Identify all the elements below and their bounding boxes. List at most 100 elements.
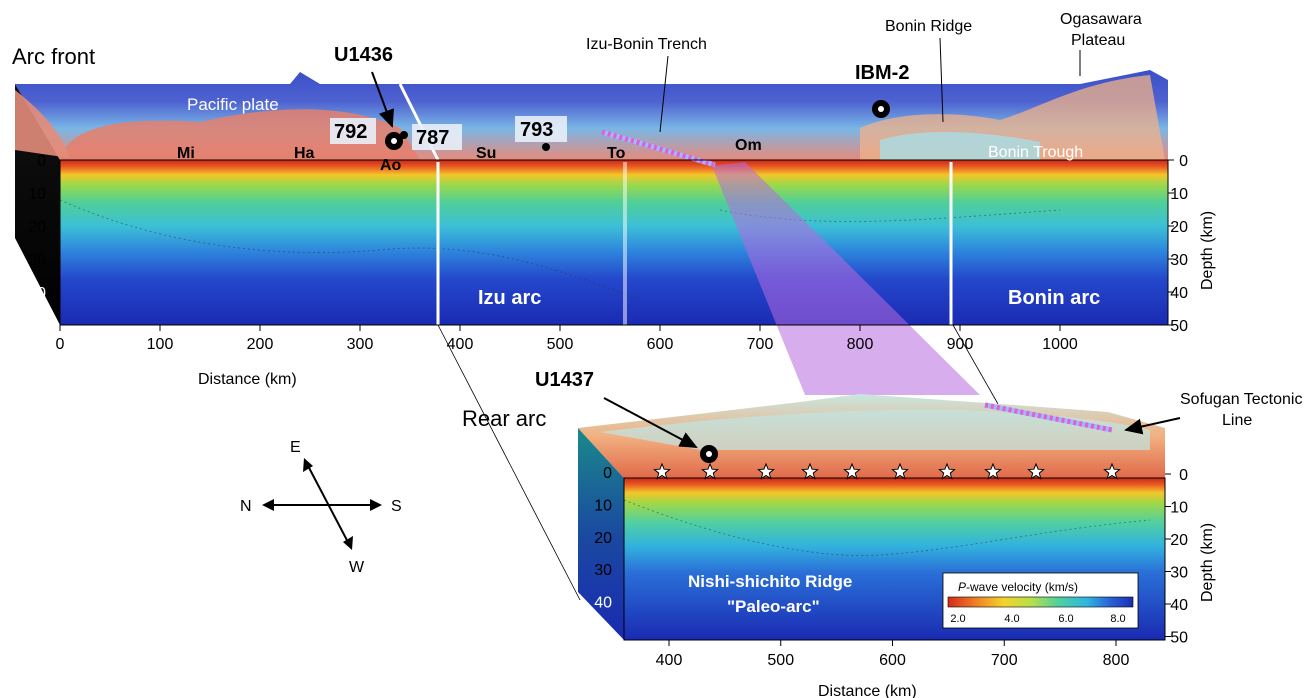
legend-tick-label: 2.0 [950,613,965,625]
paleo-arc-label: "Paleo-arc" [727,597,820,616]
legend-colorbar [947,596,1134,608]
arc-front-label: Arc front [12,44,95,69]
volcano-star [701,462,719,480]
top-distance-axis: 0 100 200 300 400 500 600 700 800 900 1000 [56,324,1078,353]
sofugan-label-1: Sofugan Tectonic [1180,391,1302,408]
compass-east: E [290,439,301,456]
top-depth-axis-left: 0 10 20 30 40 50 [28,153,46,335]
volcano-star [653,462,671,480]
volcano-om: Om [735,137,762,154]
bottom-depth-axis-left: 0 10 20 30 40 50 [594,465,612,644]
volcano-star [801,462,819,480]
top-depth-left-tick: 30 [28,252,46,269]
bottom-depth-right-tick: 0 [1179,467,1188,484]
bonin-arc-label: Bonin arc [1008,287,1100,309]
site-787-label: 787 [416,127,449,149]
volcano-mi: Mi [177,145,195,162]
compass-north: N [240,498,252,515]
top-depth-right-tick: 20 [1170,219,1188,236]
bottom-depth-left-tick: 20 [594,530,612,547]
top-x-tick-label: 900 [947,336,974,353]
top-depth-left-tick: 40 [28,285,46,302]
bottom-x-tick-label: 800 [1103,652,1130,669]
top-depth-right-tick: 50 [1170,318,1188,335]
u1437-arrow [603,397,698,448]
top-depth-left-tick: 20 [28,219,46,236]
ridge-name-label: Nishi-shichito Ridge [688,572,852,591]
top-x-tick-label: 1000 [1042,336,1078,353]
volcano-ha: Ha [294,145,315,162]
slab-projection [712,162,980,395]
bottom-depth-left-tick: 0 [603,465,612,482]
top-depth-right-tick: 10 [1170,186,1188,203]
u1436-arrow [371,71,394,128]
compass-ew-line [305,461,351,547]
top-depth-right-tick: 0 [1179,153,1188,170]
top-depth-left-tick: 10 [28,186,46,203]
volcano-star [984,462,1002,480]
site-u1436-label: U1436 [334,44,393,66]
site-ibm2-label: IBM-2 [855,62,909,84]
bottom-x-tick-label: 400 [656,652,683,669]
compass-south: S [391,498,402,515]
bottom-depth-axis-right: 0 10 20 30 40 50 [1165,467,1188,647]
top-distance-label: Distance (km) [198,371,297,388]
legend-tick-label: 6.0 [1058,613,1073,625]
top-x-tick-label: 0 [56,336,65,353]
compass: N S E W [240,439,402,576]
bottom-x-tick-label: 500 [767,652,794,669]
bottom-depth-right-tick: 30 [1170,565,1188,582]
volcano-star [891,462,909,480]
top-x-tick-label: 600 [647,336,674,353]
izu-arc-label: Izu arc [478,287,541,309]
bottom-x-tick-label: 700 [991,652,1018,669]
top-x-tick-label: 700 [747,336,774,353]
top-panel [15,70,1169,395]
ogasawara-plateau-label-1: Ogasawara [1060,11,1142,28]
top-x-tick-label: 100 [147,336,174,353]
bottom-depth-right-tick: 40 [1170,597,1188,614]
top-x-tick-label: 300 [347,336,374,353]
top-depth-right-tick: 30 [1170,252,1188,269]
pacific-plate-label: Pacific plate [187,95,279,114]
volcano-star [938,462,956,480]
bottom-depth-right-tick: 50 [1170,630,1188,647]
top-x-tick-label: 500 [547,336,574,353]
volcano-stars [653,462,1121,480]
bottom-depth-left-tick: 10 [594,497,612,514]
top-depth-left-tick: 0 [37,153,46,170]
velocity-legend: P-wave velocity (km/s) 2.0 4.0 6.0 8.0 [942,572,1139,629]
compass-west: W [349,559,365,576]
volcano-star [1027,462,1045,480]
top-x-tick-label: 400 [447,336,474,353]
izu-bonin-trench-label: Izu-Bonin Trench [586,36,707,53]
volcano-star [757,462,775,480]
volcano-su: Su [476,145,496,162]
bottom-depth-label: Depth (km) [1199,523,1216,602]
legend-tick-label: 8.0 [1110,613,1125,625]
top-depth-right-tick: 40 [1170,285,1188,302]
site-793-label: 793 [520,119,553,141]
volcano-star [843,462,861,480]
top-velocity-section [60,160,1168,325]
legend-tick-label: 4.0 [1004,613,1019,625]
top-x-tick-label: 800 [847,336,874,353]
volcano-star [1103,462,1121,480]
bottom-depth-right-tick: 20 [1170,532,1188,549]
bottom-x-tick-label: 600 [879,652,906,669]
top-depth-axis-right: 0 10 20 30 40 50 [1168,153,1188,335]
ogasawara-plateau-label-2: Plateau [1071,32,1125,49]
sofugan-label-2: Line [1222,412,1252,429]
site-u1437-label: U1437 [535,369,594,391]
bonin-trough-label: Bonin Trough [988,144,1083,161]
bottom-distance-label: Distance (km) [818,683,917,698]
bonin-ridge-label: Bonin Ridge [885,18,972,35]
bottom-depth-left-tick: 40 [594,595,612,612]
volcano-to: To [607,145,626,162]
rear-arc-label: Rear arc [462,406,546,431]
legend-title: P-wave velocity (km/s) [958,580,1078,594]
top-depth-left-tick: 50 [28,318,46,335]
sofugan-arrow [1124,417,1181,435]
bottom-depth-left-tick: 30 [594,562,612,579]
